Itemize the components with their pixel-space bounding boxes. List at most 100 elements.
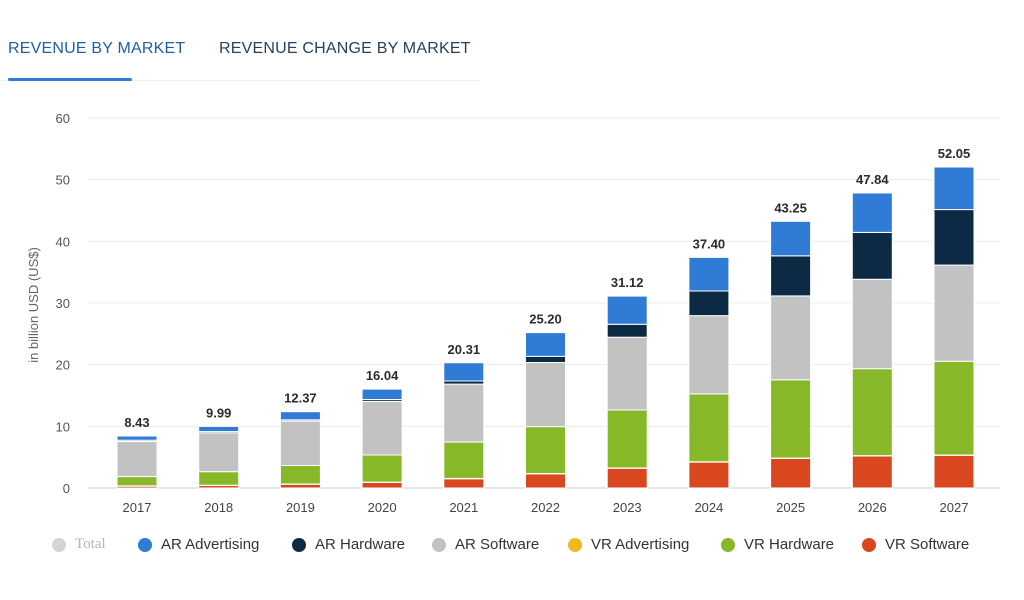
total-label: 9.99 xyxy=(206,405,231,420)
bar-segment[interactable] xyxy=(116,440,158,478)
bar-segment[interactable] xyxy=(688,290,730,317)
y-tick-label: 30 xyxy=(56,296,70,311)
bar-segment[interactable] xyxy=(116,435,158,441)
legend-label: AR Advertising xyxy=(161,536,260,553)
legend-dot-icon xyxy=(721,537,735,552)
x-tick-label: 2026 xyxy=(858,500,887,515)
bar-segment[interactable] xyxy=(851,455,893,489)
legend-dot-icon xyxy=(568,537,582,552)
bar-segment[interactable] xyxy=(851,368,893,457)
bar-segment[interactable] xyxy=(688,256,730,292)
grid-lines xyxy=(88,117,1000,489)
legend-item-total[interactable]: Total xyxy=(52,536,106,553)
y-tick-label: 0 xyxy=(63,481,70,496)
bar-segment[interactable] xyxy=(279,420,321,466)
bar-segment[interactable] xyxy=(770,295,812,381)
total-label: 16.04 xyxy=(366,368,399,383)
total-label: 47.84 xyxy=(856,172,889,187)
bar-segment[interactable] xyxy=(770,379,812,459)
bar-segment[interactable] xyxy=(279,483,321,489)
legend-dot-icon xyxy=(292,537,306,552)
y-tick-label: 10 xyxy=(56,419,70,434)
bar-segment[interactable] xyxy=(116,476,158,487)
bar-segment[interactable] xyxy=(933,166,975,211)
bar-segment[interactable] xyxy=(606,323,648,338)
bar-segment[interactable] xyxy=(198,471,240,486)
total-label: 37.40 xyxy=(693,236,726,251)
bar-segment[interactable] xyxy=(525,473,566,489)
x-tick-label: 2024 xyxy=(694,500,723,515)
bar-segment[interactable] xyxy=(361,454,403,483)
bar-segment[interactable] xyxy=(525,355,566,364)
bar-segment[interactable] xyxy=(933,209,975,266)
legend-label: VR Software xyxy=(885,536,970,553)
tab-divider xyxy=(0,80,480,81)
bar-segment[interactable] xyxy=(361,481,403,489)
bar-segment[interactable] xyxy=(933,264,975,362)
y-tick-label: 50 xyxy=(56,173,70,188)
market-tabs: REVENUE BY MARKET REVENUE CHANGE BY MARK… xyxy=(0,0,1024,82)
bars xyxy=(116,166,975,489)
bar-segment[interactable] xyxy=(443,441,485,479)
bar-segment[interactable] xyxy=(606,295,648,325)
legend-dot-icon xyxy=(52,537,66,552)
x-tick-label: 2017 xyxy=(123,500,152,515)
bar-segment[interactable] xyxy=(443,383,485,443)
bar-segment[interactable] xyxy=(443,362,485,382)
x-tick-label: 2018 xyxy=(204,500,233,515)
y-axis-label: in billion USD (US$) xyxy=(26,247,41,363)
bar-segment[interactable] xyxy=(851,231,893,280)
bar-segment[interactable] xyxy=(361,400,403,456)
bar-segment[interactable] xyxy=(688,315,730,395)
x-tick-label: 2022 xyxy=(531,500,560,515)
legend-item-vr-hardware[interactable]: VR Hardware xyxy=(721,536,834,553)
legend-item-ar-hardware[interactable]: AR Hardware xyxy=(292,536,405,553)
y-axis-ticks: 0 10 20 30 40 50 60 xyxy=(56,111,70,496)
y-tick-label: 60 xyxy=(56,111,70,126)
total-label: 12.37 xyxy=(284,391,317,406)
bar-segment[interactable] xyxy=(606,336,648,411)
tab-revenue-by-market[interactable]: REVENUE BY MARKET xyxy=(8,40,186,57)
bar-segment[interactable] xyxy=(770,220,812,257)
legend-label: AR Hardware xyxy=(315,536,406,553)
bar-segment[interactable] xyxy=(279,411,321,421)
legend-label: VR Hardware xyxy=(744,536,835,553)
bar-segment[interactable] xyxy=(198,432,240,473)
tab-revenue-change-by-market[interactable]: REVENUE CHANGE BY MARKET xyxy=(219,40,471,57)
bar-segment[interactable] xyxy=(279,464,321,485)
bar-segment[interactable] xyxy=(933,360,975,456)
x-tick-label: 2019 xyxy=(286,500,315,515)
bar-segment[interactable] xyxy=(443,478,485,489)
total-label: 20.31 xyxy=(448,342,481,357)
legend-item-ar-software[interactable]: AR Software xyxy=(432,536,539,553)
legend-label: AR Software xyxy=(455,536,540,553)
x-tick-label: 2027 xyxy=(940,500,969,515)
legend-dot-icon xyxy=(862,537,876,552)
bar-segment[interactable] xyxy=(851,278,893,370)
bar-segment[interactable] xyxy=(606,409,648,469)
bar-segment[interactable] xyxy=(770,457,812,489)
bar-segment[interactable] xyxy=(525,362,566,428)
x-tick-label: 2025 xyxy=(776,500,805,515)
bar-segment[interactable] xyxy=(525,426,566,475)
bar-segment[interactable] xyxy=(361,388,403,401)
chart-legend: Total AR Advertising AR Hardware AR Soft… xyxy=(0,530,1024,560)
bar-segment[interactable] xyxy=(198,425,240,433)
bar-segment[interactable] xyxy=(933,454,975,489)
y-tick-label: 20 xyxy=(56,358,70,373)
bar-segment[interactable] xyxy=(688,461,730,489)
legend-dot-icon xyxy=(138,537,152,552)
x-axis-ticks: 2017 2018 2019 2020 2021 2022 2023 2024 2025 2026… xyxy=(123,500,969,515)
legend-item-vr-advertising[interactable]: VR Advertising xyxy=(568,536,689,553)
legend-item-vr-software[interactable]: VR Software xyxy=(862,536,969,553)
total-label: 43.25 xyxy=(774,200,807,215)
legend-label: VR Advertising xyxy=(591,536,690,553)
y-tick-label: 40 xyxy=(56,234,70,249)
bar-segment[interactable] xyxy=(525,332,566,357)
legend-item-ar-advertising[interactable]: AR Advertising xyxy=(138,536,259,553)
total-label: 52.05 xyxy=(938,146,971,161)
bar-segment[interactable] xyxy=(770,255,812,297)
bar-segment[interactable] xyxy=(688,393,730,463)
bar-segment[interactable] xyxy=(851,192,893,233)
bar-segment[interactable] xyxy=(606,467,648,489)
